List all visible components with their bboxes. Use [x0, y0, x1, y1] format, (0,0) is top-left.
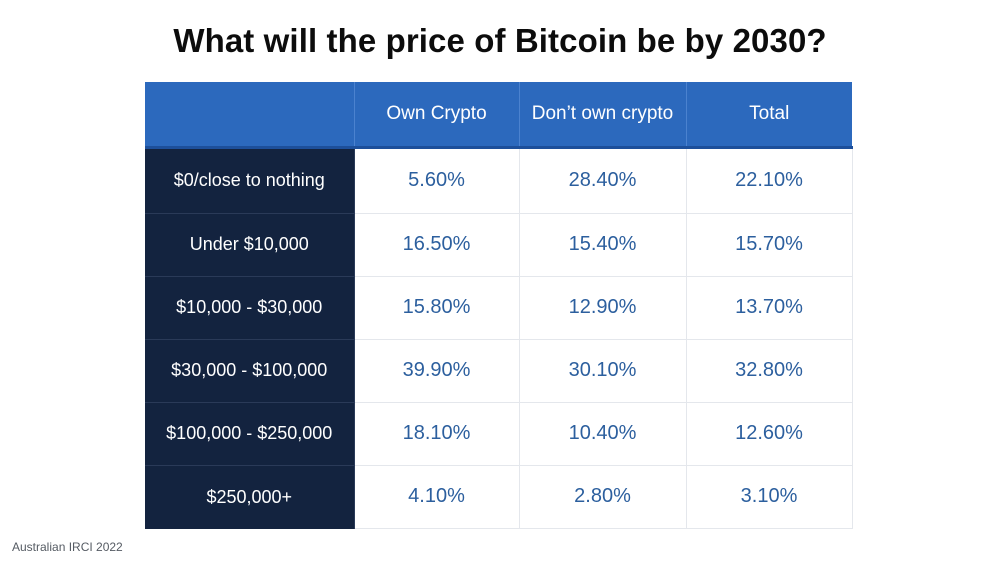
chart-title: What will the price of Bitcoin be by 203…	[173, 22, 827, 59]
column-header-corner	[145, 82, 355, 149]
table-cell: 5.60%	[353, 147, 520, 214]
table-cell: 15.80%	[353, 275, 520, 340]
table-cell: 16.50%	[353, 212, 520, 277]
table-cell: 18.10%	[353, 401, 520, 466]
table-cell: 28.40%	[518, 147, 687, 214]
row-label: $250,000+	[145, 465, 355, 529]
row-label: $10,000 - $30,000	[145, 276, 355, 340]
data-table: Own Crypto Don’t own crypto Total $0/clo…	[145, 82, 853, 530]
table-cell: 15.70%	[685, 212, 853, 277]
table-row: $250,000+ 4.10% 2.80% 3.10%	[145, 464, 853, 530]
table-cell: 32.80%	[685, 338, 853, 403]
table-cell: 30.10%	[518, 338, 687, 403]
row-label: $0/close to nothing	[145, 147, 355, 214]
table-cell: 12.60%	[685, 401, 853, 466]
row-label: $30,000 - $100,000	[145, 339, 355, 403]
table-cell: 10.40%	[518, 401, 687, 466]
source-note: Australian IRCI 2022	[12, 540, 123, 554]
table-cell: 12.90%	[518, 275, 687, 340]
table-cell: 3.10%	[685, 464, 853, 530]
table-row: $100,000 - $250,000 18.10% 10.40% 12.60%	[145, 401, 853, 466]
table-row: $30,000 - $100,000 39.90% 30.10% 32.80%	[145, 338, 853, 403]
data-table-container: Own Crypto Don’t own crypto Total $0/clo…	[145, 82, 853, 530]
table-row: $0/close to nothing 5.60% 28.40% 22.10%	[145, 147, 853, 214]
column-header-dont-own-crypto: Don’t own crypto	[519, 82, 687, 149]
table-cell: 15.40%	[518, 212, 687, 277]
table-cell: 2.80%	[518, 464, 687, 530]
row-label: Under $10,000	[145, 213, 355, 277]
row-label: $100,000 - $250,000	[145, 402, 355, 466]
column-header-own-crypto: Own Crypto	[354, 82, 520, 149]
table-cell: 39.90%	[353, 338, 520, 403]
column-header-total: Total	[686, 82, 852, 149]
table-row: $10,000 - $30,000 15.80% 12.90% 13.70%	[145, 275, 853, 340]
table-row: Under $10,000 16.50% 15.40% 15.70%	[145, 212, 853, 277]
table-cell: 22.10%	[685, 147, 853, 214]
table-cell: 13.70%	[685, 275, 853, 340]
table-cell: 4.10%	[353, 464, 520, 530]
header-row: Own Crypto Don’t own crypto Total	[145, 82, 852, 149]
